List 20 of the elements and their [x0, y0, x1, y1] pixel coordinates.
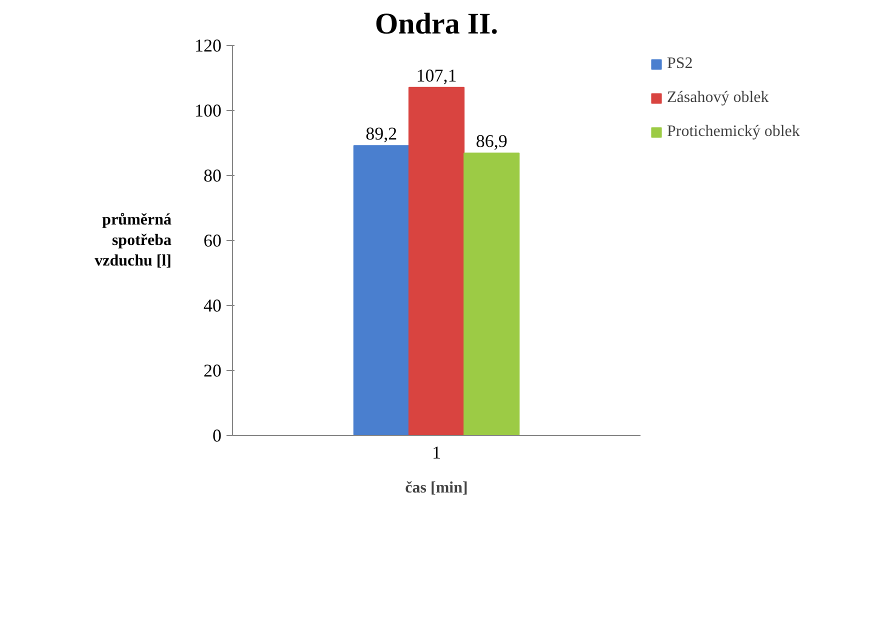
- legend-label: Protichemický oblek: [667, 123, 800, 141]
- y-tick-label: 60: [204, 230, 222, 250]
- chart-title: Ondra II.: [374, 8, 498, 40]
- data-label: 89,2: [366, 124, 398, 144]
- bar: [464, 152, 520, 436]
- data-label: 86,9: [476, 131, 508, 152]
- y-axis-title: průměrná spotřeba vzduchu [l]: [94, 212, 172, 270]
- x-axis-title: čas [min]: [405, 480, 468, 496]
- bar: [408, 86, 465, 436]
- legend-label: PS2: [667, 55, 693, 73]
- y-tick-label: 100: [194, 100, 222, 120]
- y-tick-label: 40: [204, 296, 222, 316]
- y-tick-label: 20: [204, 360, 222, 380]
- y-tick-label: 120: [194, 36, 222, 56]
- legend-label: Zásahový oblek: [667, 89, 769, 107]
- x-tick-label: 1: [432, 442, 441, 462]
- bar: [353, 145, 410, 436]
- y-tick-label: 80: [204, 166, 222, 186]
- y-tick-label: 0: [212, 426, 222, 446]
- data-label: 107,1: [416, 65, 457, 86]
